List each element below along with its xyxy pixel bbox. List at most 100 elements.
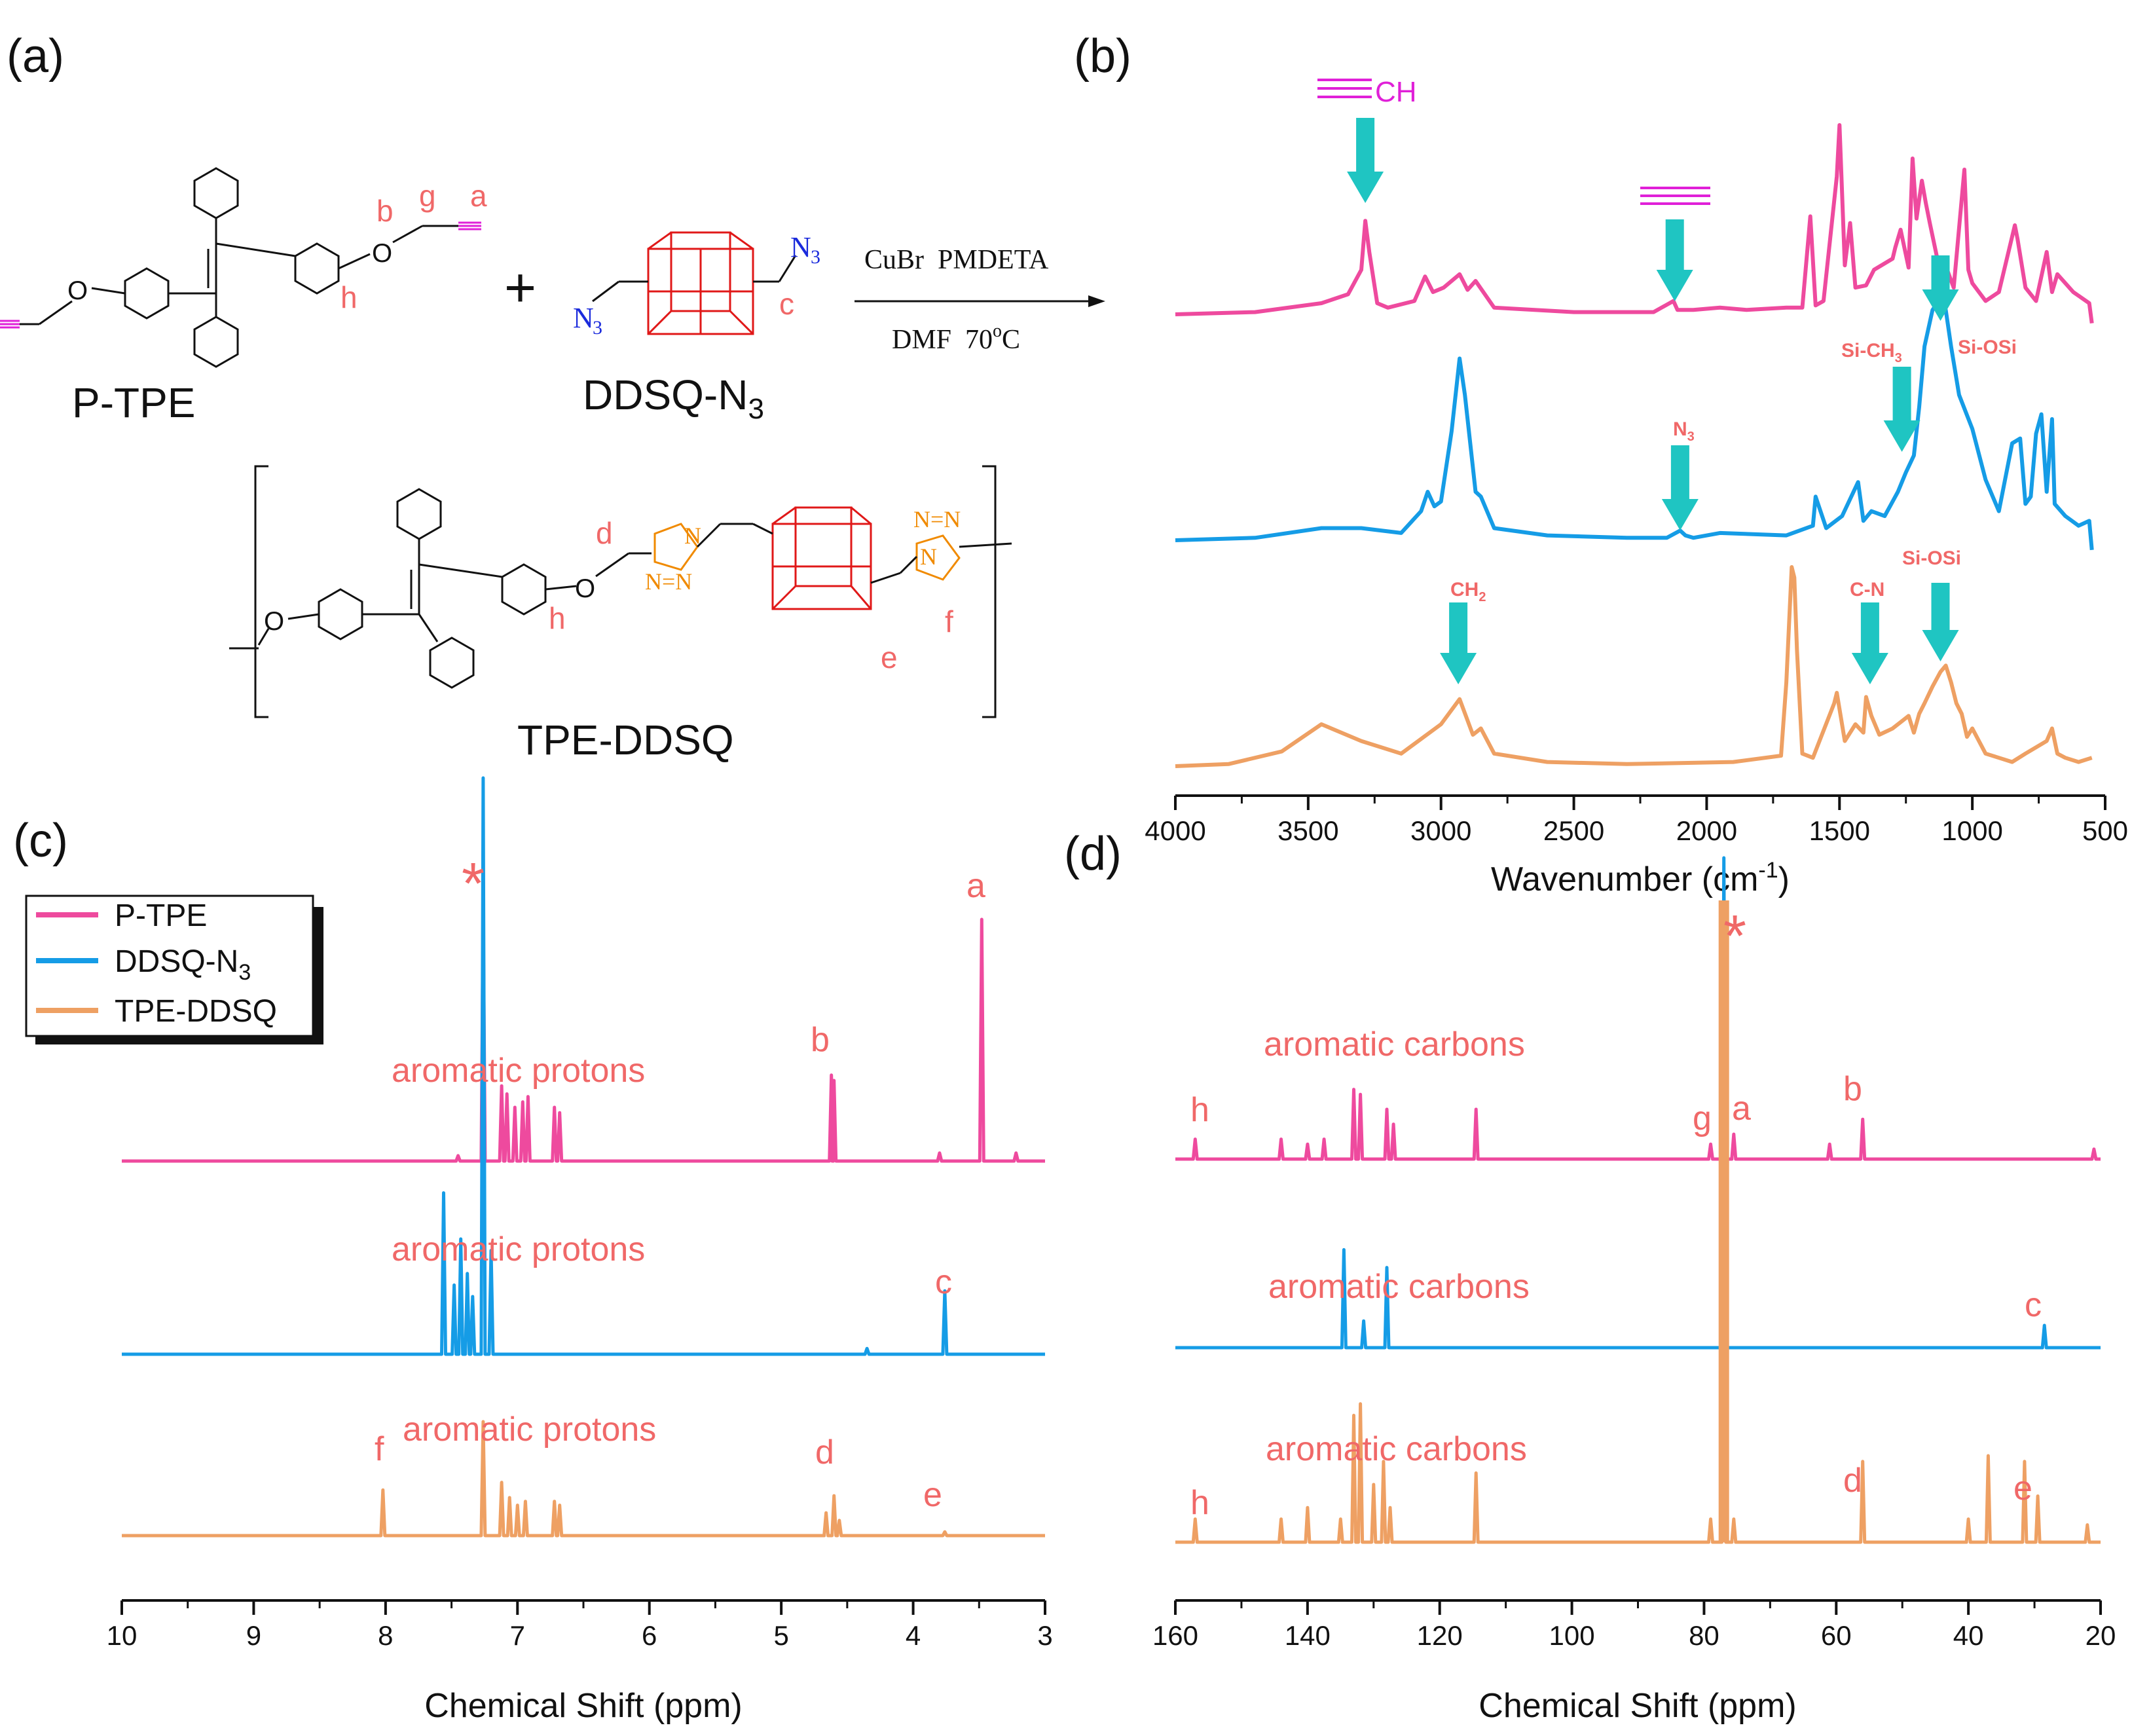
ann-sich3: Si-CH3: [1841, 340, 1902, 365]
c-peak-g: g: [1693, 1099, 1712, 1137]
ftir-x-ticks: 4000 3500 3000 2500 2000 1500 1000 500: [1145, 796, 2128, 846]
arrow-ch2: [1440, 602, 1477, 684]
panel-b-label: (b): [1074, 30, 1131, 83]
reaction-reagents-top: CuBr PMDETA: [864, 245, 1049, 275]
panel-d-label: (d): [1064, 828, 1122, 880]
h-nmr-line-ddsq-n3: [122, 776, 1045, 1356]
h-arom-ddsq: aromatic protons: [392, 1230, 645, 1268]
c-nmr-tick-label: 40: [1953, 1620, 1984, 1651]
arrow-n3: [1661, 445, 1699, 530]
ftir-tick-label: 500: [2082, 815, 2128, 846]
ddsq-n3-structure: [592, 231, 797, 335]
h-nmr-tick-label: 10: [107, 1620, 138, 1651]
ptpe-oxygen-right: O: [372, 239, 392, 268]
h-nmr-spectra: [122, 776, 1045, 1538]
c-nmr-line-tpe-ddsq: [1175, 906, 2101, 1544]
ann-ch2-main: CH: [1450, 579, 1479, 600]
ddsq-name-sub: 3: [748, 393, 763, 425]
tpe-ddsq-structure: [229, 465, 1012, 718]
c-nmr-spectra: [1175, 856, 2101, 1544]
ann-ch2: CH2: [1450, 579, 1486, 604]
legend: P-TPE DDSQ-N3 TPE-DDSQ: [25, 895, 323, 1044]
panel-a-label: (a): [7, 30, 64, 83]
ftir-tick-label: 2000: [1676, 815, 1737, 846]
ftir-tick-label: 1000: [1941, 815, 2002, 846]
h-arom-tpeddsq: aromatic protons: [403, 1411, 656, 1449]
ann-n3-sub: 3: [1687, 430, 1695, 444]
c-peak-h1: h: [1190, 1091, 1209, 1129]
h-peak-d: d: [815, 1433, 834, 1471]
ftir-x-label: Wavenumber (cm-1): [1491, 858, 1790, 898]
ftir-tick-label: 3000: [1410, 815, 1471, 846]
ddsq-name: DDSQ-N3: [583, 371, 764, 425]
ftir-tick-label: 3500: [1277, 815, 1338, 846]
plus-sign: +: [504, 257, 536, 318]
ann-cn: C-N: [1850, 579, 1884, 600]
product-name: TPE-DDSQ: [517, 716, 734, 764]
h-peak-b: b: [811, 1021, 830, 1059]
legend-label-ddsq: DDSQ-N3: [115, 944, 251, 985]
legend-label-ddsq-sub: 3: [238, 960, 251, 985]
h-peak-a: a: [966, 867, 985, 905]
panel-d-13c-nmr: (d) 160 140 120 100 80 60 40 20 Chemical Shift …: [1064, 828, 2116, 1725]
h-star: *: [462, 851, 485, 917]
h-nmr-tick-label: 4: [906, 1620, 921, 1651]
bracket-left: [254, 465, 268, 718]
tpe-ddsq-oxygen-left: O: [264, 607, 284, 636]
c-nmr-line-p-tpe: [1175, 883, 2101, 1161]
alkyne-ch-glyph: [1317, 79, 1372, 98]
arrow-sich3: [1883, 367, 1921, 452]
legend-label-ddsq-main: DDSQ-N: [115, 944, 238, 979]
panel-b-ftir: (b) 4000 3500 3000 2500 2000 1500 1000 500 Wave…: [1074, 30, 2128, 898]
h-peak-c: c: [935, 1263, 952, 1301]
ftir-x-label-main: Wavenumber (cm: [1491, 860, 1758, 898]
ddsq-site-c: c: [779, 287, 794, 321]
ptpe-structure: [0, 167, 481, 368]
c-peak-a: a: [1732, 1090, 1751, 1128]
ptpe-oxygen-left: O: [67, 276, 88, 305]
ann-sich3-main: Si-CH: [1841, 340, 1895, 361]
c-arom-ddsq: aromatic carbons: [1268, 1268, 1530, 1306]
c-nmr-tick-label: 120: [1417, 1620, 1463, 1651]
h-peak-e: e: [923, 1476, 942, 1514]
ftir-arrows: [1347, 118, 1959, 684]
ftir-line-ddsq-n3: [1175, 296, 2094, 551]
tpe-ddsq-oxygen-right: O: [575, 574, 595, 603]
legend-label-ptpe: P-TPE: [115, 898, 207, 933]
ptpe-site-b: b: [377, 194, 394, 228]
alkyne-glyph: [1640, 187, 1710, 205]
c-peak-c: c: [2025, 1286, 2042, 1324]
ftir-tick-label: 4000: [1145, 815, 1205, 846]
c-star: *: [1723, 904, 1746, 969]
c-peak-b: b: [1843, 1070, 1862, 1108]
h-nmr-tick-label: 3: [1037, 1620, 1052, 1651]
ann-alkyne-ch: CH: [1375, 76, 1417, 108]
arrow-siosi-2: [1922, 583, 1959, 661]
reaction-conditions-main: DMF 70: [892, 325, 993, 355]
panel-c-1h-nmr: (c) 10 9 8 7 6 5 4 3 Chemical Shift (ppm) P-TPE…: [13, 776, 1053, 1725]
c-nmr-tick-label: 100: [1549, 1620, 1595, 1651]
h-nmr-tick-label: 8: [378, 1620, 393, 1651]
ftir-spectra: [1175, 123, 2094, 768]
ddsq-azide-right: N: [790, 231, 811, 263]
h-nmr-x-ticks: 10 9 8 7 6 5 4 3: [107, 1600, 1053, 1651]
ann-n3: N3: [1673, 418, 1695, 444]
c-peak-d: d: [1843, 1462, 1862, 1500]
h-nmr-line-tpe-ddsq: [122, 1420, 1045, 1538]
ann-n3-main: N: [1673, 418, 1687, 440]
triazole-left-nn: N=N: [645, 568, 692, 595]
h-nmr-tick-label: 9: [246, 1620, 261, 1651]
product-site-f: f: [945, 604, 953, 638]
arrow-siosi-1: [1922, 255, 1959, 321]
c-nmr-tick-label: 160: [1152, 1620, 1198, 1651]
ftir-tick-label: 2500: [1543, 815, 1604, 846]
c-nmr-x-ticks: 160 140 120 100 80 60 40 20: [1152, 1600, 2116, 1651]
c-nmr-solvent-peak: [1718, 900, 1729, 1542]
ptpe-site-g: g: [419, 179, 436, 213]
triazole-left-n: N: [684, 523, 701, 549]
h-nmr-tick-label: 7: [510, 1620, 525, 1651]
product-site-h: h: [549, 601, 566, 635]
h-peak-f: f: [375, 1430, 384, 1468]
h-arom-ptpe: aromatic protons: [392, 1052, 645, 1090]
